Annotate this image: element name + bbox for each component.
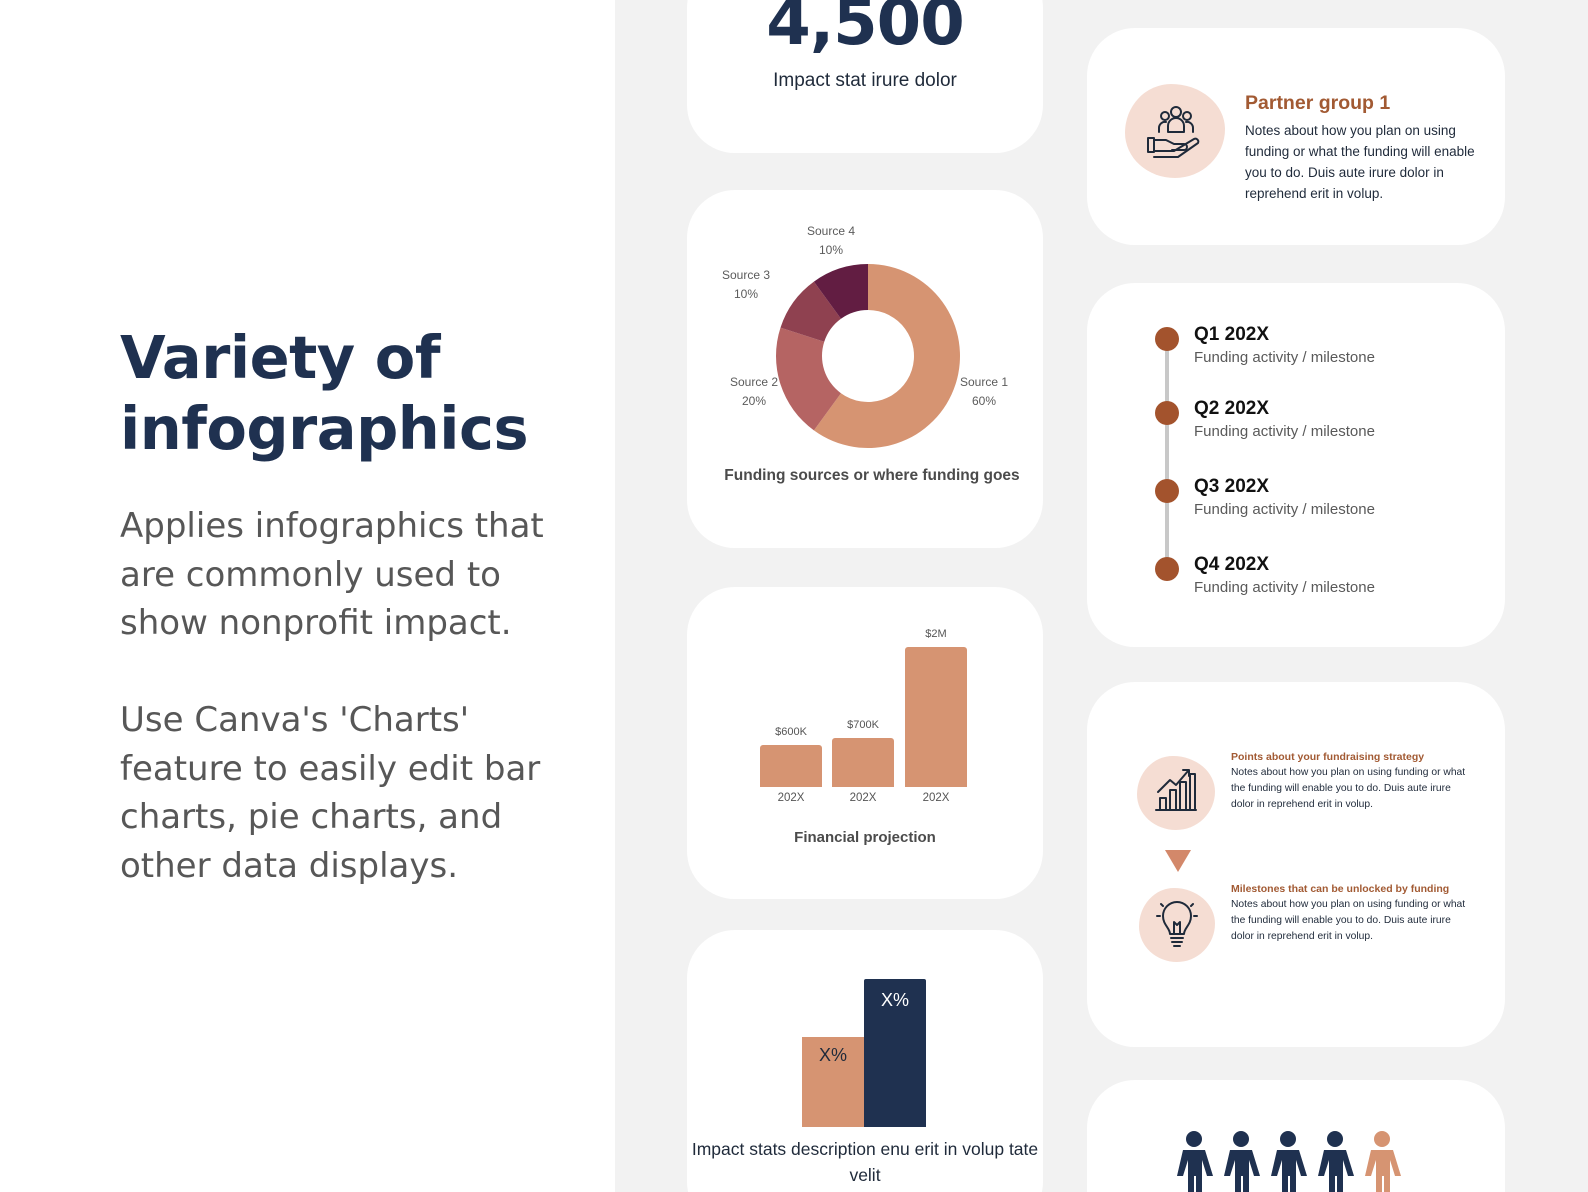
timeline-dot: [1155, 327, 1179, 351]
timeline-line: [1165, 339, 1169, 571]
bar-chart-title: Financial projection: [794, 829, 936, 846]
bar-value-label: $2M: [925, 628, 947, 640]
donut-chart: [776, 264, 960, 448]
donut-slice-4: [813, 264, 868, 319]
person-icon: [1177, 1131, 1213, 1192]
donut-slice-2: [776, 327, 841, 431]
donut-label-value: 60%: [971, 394, 997, 408]
lightbulb-icon: [1156, 901, 1198, 947]
donut-slice-1: [813, 264, 960, 448]
impact-stat-label: Impact stat irure dolor: [773, 70, 957, 91]
bar-value-label: $700K: [847, 719, 879, 731]
person-icon: [1224, 1131, 1260, 1192]
comparison-bar-label: X%: [880, 990, 909, 1010]
donut-label-name: Source 1: [959, 375, 1009, 389]
donut-label-value: 10%: [733, 287, 759, 301]
donut-label-name: Source 2: [729, 375, 779, 389]
donut-label-source-2: Source 2 20%: [729, 373, 779, 411]
bar-3: [905, 647, 967, 787]
intro-panel: Variety of infographics Applies infograp…: [0, 0, 615, 1192]
financial-projection-card: $600K 202X $700K 202X $2M 202X Financial proj…: [687, 587, 1043, 899]
timeline-item-3-subtitle: Funding activity / milestone: [1194, 501, 1375, 518]
impact-stat-card: 4,500 Impact stat irure dolor: [687, 0, 1043, 153]
person-icon: [1365, 1131, 1401, 1192]
timeline-item-2-subtitle: Funding activity / milestone: [1194, 423, 1375, 440]
title-line-2: infographics: [120, 394, 529, 463]
timeline-dot: [1155, 401, 1179, 425]
donut-chart-title: Funding sources or where funding goes: [724, 467, 1020, 484]
comparison-bar-2: X%: [864, 979, 926, 1127]
bar-value-label: $600K: [775, 726, 807, 738]
title-line-1: Variety of: [120, 323, 441, 392]
donut-label-value: 20%: [741, 394, 767, 408]
fundraising-strategy-card: Points about your fundraising strategy N…: [1087, 682, 1505, 1047]
person-icon: [1318, 1131, 1354, 1192]
timeline-item-2-title: Q2 202X: [1194, 398, 1269, 419]
partner-group-title: Partner group 1: [1245, 92, 1391, 114]
down-arrow-icon: [1165, 850, 1191, 872]
milestone-point-title: Milestones that can be unlocked by fundi…: [1231, 883, 1450, 895]
impact-stat-number: 4,500: [766, 0, 964, 60]
donut-label-value: 10%: [818, 243, 844, 257]
person-icon: [1271, 1131, 1307, 1192]
donut-slice-3: [780, 281, 841, 342]
donut-label-source-4: Source 4 10%: [805, 222, 857, 260]
strategy-point-title: Points about your fundraising strategy: [1231, 751, 1425, 763]
funding-donut-card: Source 1 60% Source 2 20% Source 3 10% S…: [687, 190, 1043, 548]
people-ratio-card: [1087, 1080, 1505, 1192]
partner-group-notes: Notes about how you plan on using fundin…: [1245, 123, 1475, 201]
donut-label-source-1: Source 1 60%: [959, 373, 1009, 411]
timeline-item-1-subtitle: Funding activity / milestone: [1194, 349, 1375, 366]
comparison-bar-label: X%: [818, 1045, 847, 1065]
comparison-bar-1: X%: [802, 1037, 864, 1127]
partner-group-card: Partner group 1 Notes about how you plan…: [1087, 28, 1505, 245]
donut-label-name: Source 4: [806, 224, 856, 238]
timeline-dot: [1155, 479, 1179, 503]
bar-1: [760, 745, 822, 787]
bar-2: [832, 738, 894, 787]
milestone-point-notes: Notes about how you plan on using fundin…: [1231, 899, 1466, 942]
timeline-item-3-title: Q3 202X: [1194, 476, 1269, 497]
strategy-point-notes: Notes about how you plan on using fundin…: [1231, 767, 1466, 810]
funding-timeline-card: Q1 202X Funding activity / milestone Q2 …: [1087, 283, 1505, 647]
comparison-description: Impact stats description enu erit in vol…: [691, 1139, 1039, 1185]
growth-chart-icon: [1155, 769, 1197, 811]
timeline-dot: [1155, 557, 1179, 581]
page-title: Variety of infographics: [120, 322, 600, 464]
infographics-panel: 4,500 Impact stat irure dolor Source 1 6…: [615, 0, 1588, 1192]
donut-label-name: Source 3: [721, 268, 771, 282]
timeline-item-4-subtitle: Funding activity / milestone: [1194, 579, 1375, 596]
hand-holding-group-icon: [1147, 106, 1200, 158]
charts-paragraph: Use Canva's 'Charts' feature to easily e…: [120, 700, 541, 886]
timeline-item-4-title: Q4 202X: [1194, 554, 1269, 575]
intro-paragraph: Applies infographics that are commonly u…: [120, 506, 544, 643]
bar-category-label: 202X: [849, 792, 877, 804]
bar-category-label: 202X: [777, 792, 805, 804]
impact-comparison-card: X% X% Impact stats description enu erit …: [687, 930, 1043, 1192]
timeline-item-1-title: Q1 202X: [1194, 324, 1269, 345]
bar-category-label: 202X: [922, 792, 950, 804]
donut-label-source-3: Source 3 10%: [721, 266, 771, 304]
